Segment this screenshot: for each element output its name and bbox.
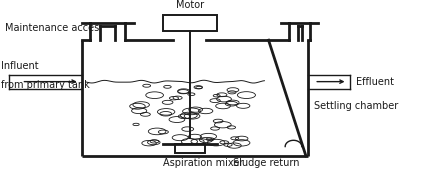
Text: Effluent: Effluent — [356, 77, 394, 87]
Text: Aspiration mixer: Aspiration mixer — [163, 158, 243, 167]
Bar — [163, 15, 217, 31]
Text: Influent: Influent — [1, 61, 38, 71]
Text: Maintenance acces: Maintenance acces — [5, 23, 99, 33]
Text: from primary tank: from primary tank — [1, 80, 89, 90]
Text: Settling chamber: Settling chamber — [314, 101, 399, 111]
Text: Sludge return: Sludge return — [233, 158, 300, 167]
Text: Motor: Motor — [176, 1, 204, 10]
Bar — [175, 144, 205, 153]
